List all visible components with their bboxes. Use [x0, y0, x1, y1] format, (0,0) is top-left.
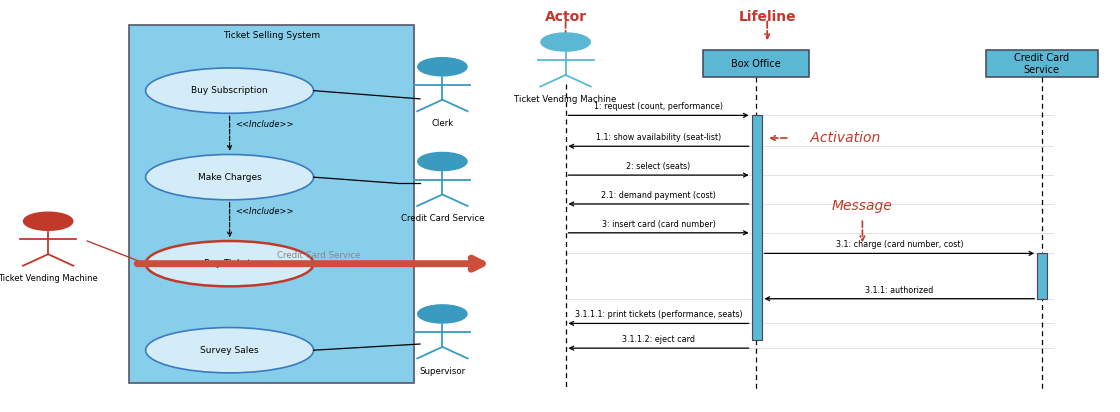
Text: Message: Message: [832, 199, 893, 213]
Circle shape: [418, 152, 467, 171]
Text: 1: request (count, performance): 1: request (count, performance): [594, 102, 724, 111]
FancyBboxPatch shape: [703, 51, 809, 77]
Text: 3: insert card (card number): 3: insert card (card number): [601, 220, 716, 229]
Text: 3.1.1.2: eject card: 3.1.1.2: eject card: [622, 335, 696, 344]
Circle shape: [418, 58, 467, 76]
FancyBboxPatch shape: [129, 25, 414, 383]
Text: Supervisor: Supervisor: [419, 367, 466, 376]
FancyBboxPatch shape: [752, 115, 762, 340]
Text: Ticket Vending Machine: Ticket Vending Machine: [0, 274, 99, 283]
Text: Clerk: Clerk: [431, 119, 454, 129]
Text: 3.1.1.1: print tickets (performance, seats): 3.1.1.1: print tickets (performance, sea…: [575, 310, 743, 319]
Text: Credit Card
Service: Credit Card Service: [1014, 53, 1070, 75]
FancyBboxPatch shape: [1037, 253, 1047, 299]
Circle shape: [24, 212, 73, 230]
Text: <<Include>>: <<Include>>: [235, 207, 293, 216]
Text: Buy Tickets: Buy Tickets: [204, 259, 255, 268]
Text: Activation: Activation: [806, 131, 880, 145]
Text: Lifeline: Lifeline: [738, 10, 796, 24]
Text: 2: select (seats): 2: select (seats): [626, 162, 691, 171]
FancyBboxPatch shape: [986, 51, 1098, 77]
Circle shape: [541, 33, 590, 51]
Text: Box Office: Box Office: [731, 59, 781, 69]
Text: Survey Sales: Survey Sales: [200, 346, 259, 355]
Text: Buy Subscription: Buy Subscription: [192, 86, 268, 95]
Text: <<Include>>: <<Include>>: [235, 120, 293, 129]
Text: Credit Card Service: Credit Card Service: [278, 250, 361, 260]
Text: 1.1: show availability (seat-list): 1.1: show availability (seat-list): [596, 133, 721, 142]
Text: Make Charges: Make Charges: [198, 173, 261, 182]
Circle shape: [418, 305, 467, 323]
Text: 3.1.1: authorized: 3.1.1: authorized: [866, 286, 933, 295]
Text: 3.1: charge (card number, cost): 3.1: charge (card number, cost): [836, 240, 963, 249]
Text: 2.1: demand payment (cost): 2.1: demand payment (cost): [601, 191, 716, 200]
Text: Actor: Actor: [544, 10, 587, 24]
Ellipse shape: [146, 328, 314, 373]
Ellipse shape: [146, 68, 314, 113]
Ellipse shape: [146, 241, 314, 286]
Ellipse shape: [146, 154, 314, 200]
Text: Ticket Vending Machine: Ticket Vending Machine: [514, 95, 617, 104]
Text: Credit Card Service: Credit Card Service: [401, 214, 484, 223]
Text: Ticket Selling System: Ticket Selling System: [223, 31, 320, 40]
